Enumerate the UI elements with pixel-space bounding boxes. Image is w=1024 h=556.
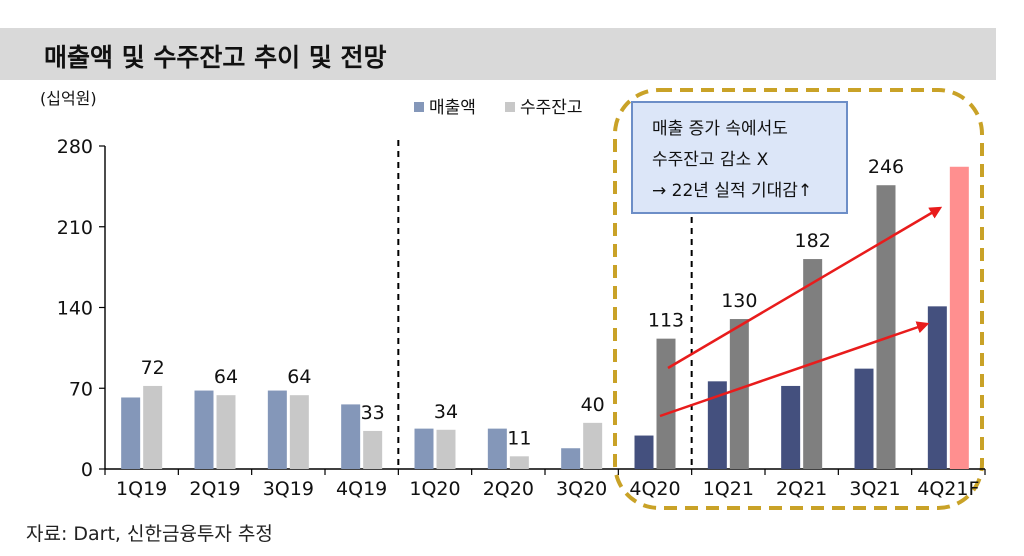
bar-chart: (십억원) 0 70 140 210 280 1Q19 2Q19 3Q19 4Q19 1Q20 2Q2… (40, 88, 986, 510)
x-tick-label: 3Q19 (263, 478, 314, 500)
bar-backlog-1q21 (729, 319, 749, 469)
x-tick-label: 4Q19 (336, 478, 387, 500)
callout-line-2: 수주잔고 감소 X (652, 150, 769, 170)
trend-arrow-sales (659, 321, 930, 418)
bar-backlog-3q19 (289, 395, 309, 469)
bar-sales-1q21 (707, 381, 727, 469)
data-label: 113 (648, 310, 684, 332)
bar-sales-1q20 (414, 428, 434, 469)
data-label: 34 (434, 401, 458, 423)
data-label: 64 (287, 366, 311, 388)
chart-area: (십억원) 0 70 140 210 280 1Q19 2Q19 3Q19 4Q19 1Q20 2Q2… (0, 80, 1024, 516)
bar-sales-1q19 (121, 397, 141, 469)
bar-backlog-2q20 (509, 456, 529, 469)
x-tick-label: 1Q19 (116, 478, 167, 500)
data-label: 64 (214, 366, 238, 388)
x-tick-label: 1Q21 (703, 478, 754, 500)
bar-sales-3q19 (267, 390, 287, 469)
bar-backlog-4q19 (363, 430, 383, 469)
bar-backlog-2q19 (216, 395, 236, 469)
x-tick-label: 4Q20 (629, 478, 680, 500)
y-tick-label: 70 (69, 378, 93, 400)
page-title: 매출액 및 수주잔고 추이 및 전망 (44, 43, 387, 72)
highlight-box (613, 88, 984, 510)
data-label: 246 (868, 156, 904, 178)
data-label: 40 (581, 394, 605, 416)
bar-sales-3q21 (854, 368, 874, 469)
bar-backlog-4q20 (656, 338, 676, 469)
trend-arrow-backlog (667, 206, 943, 370)
x-tick-label: 1Q20 (409, 478, 460, 500)
y-axis-label: (십억원) (40, 89, 97, 108)
y-tick-label: 140 (57, 298, 93, 320)
data-label: 182 (795, 230, 831, 252)
y-tick-label: 280 (57, 136, 93, 158)
title-bar: 매출액 및 수주잔고 추이 및 전망 (0, 28, 996, 80)
x-tick-label: 4Q21F (917, 478, 979, 500)
data-label: 33 (361, 402, 385, 424)
callout-line-1: 매출 증가 속에서도 (652, 119, 788, 139)
x-tick-label: 2Q20 (483, 478, 534, 500)
bar-backlog-1q20 (436, 429, 456, 469)
x-tick-label: 3Q21 (849, 478, 900, 500)
bar-sales-2q20 (487, 428, 507, 469)
data-label: 11 (507, 427, 531, 449)
y-tick-label: 0 (81, 459, 93, 481)
bar-sales-2q19 (194, 390, 214, 469)
bar-sales-4q19 (341, 404, 361, 469)
bar-backlog-1q19 (143, 385, 163, 469)
x-tick-label: 2Q21 (776, 478, 827, 500)
bar-backlog-3q20 (583, 422, 603, 469)
legend-swatch-sales (414, 102, 424, 112)
bar-sales-3q20 (561, 448, 581, 469)
callout-line-3: → 22년 실적 기대감↑ (652, 181, 812, 201)
source-note: 자료: Dart, 신한금융투자 추정 (26, 523, 273, 545)
bar-sales-4q21f (927, 306, 947, 469)
legend-label-backlog: 수주잔고 (520, 98, 583, 118)
legend-label-sales: 매출액 (429, 98, 476, 118)
callout-box (631, 101, 848, 214)
data-label: 72 (141, 357, 165, 379)
x-tick-label: 3Q20 (556, 478, 607, 500)
bar-backlog-4q21f (949, 166, 969, 469)
legend-swatch-backlog (505, 102, 515, 112)
y-tick-label: 210 (57, 217, 93, 239)
bar-sales-2q21 (781, 385, 801, 469)
x-tick-label: 2Q19 (189, 478, 240, 500)
bar-backlog-3q21 (876, 185, 896, 469)
bar-sales-4q20 (634, 435, 654, 469)
data-label: 130 (721, 290, 757, 312)
